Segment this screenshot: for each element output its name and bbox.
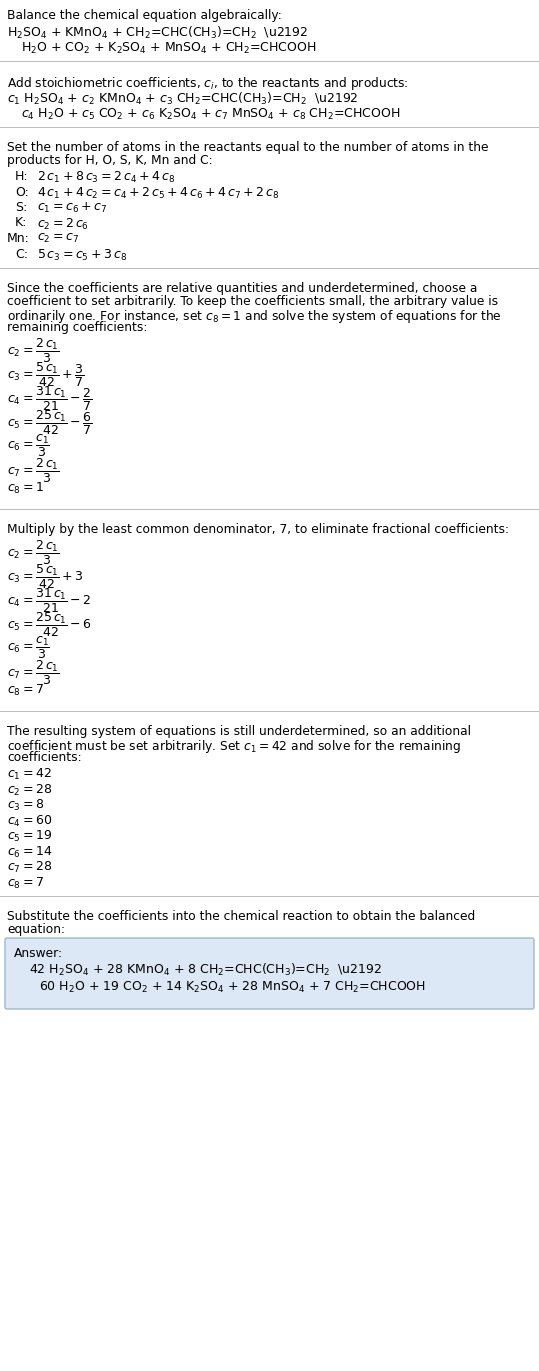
Text: Mn:: Mn: [7, 232, 30, 245]
Text: $c_2 = 2\,c_6$: $c_2 = 2\,c_6$ [37, 217, 89, 232]
Text: $c_6 = \dfrac{c_1}{3}$: $c_6 = \dfrac{c_1}{3}$ [7, 635, 50, 661]
Text: H$_2$O + CO$_2$ + K$_2$SO$_4$ + MnSO$_4$ + CH$_2$=CHCOOH: H$_2$O + CO$_2$ + K$_2$SO$_4$ + MnSO$_4$… [21, 41, 316, 56]
Text: H:: H: [15, 170, 29, 182]
Text: The resulting system of equations is still underdetermined, so an additional: The resulting system of equations is sti… [7, 725, 471, 738]
Text: C:: C: [15, 248, 28, 260]
Text: coefficient must be set arbitrarily. Set $c_1 = 42$ and solve for the remaining: coefficient must be set arbitrarily. Set… [7, 738, 461, 755]
Text: O:: O: [15, 185, 29, 199]
Text: $c_4 = 60$: $c_4 = 60$ [7, 813, 52, 828]
Text: Add stoichiometric coefficients, $c_i$, to the reactants and products:: Add stoichiometric coefficients, $c_i$, … [7, 75, 409, 92]
Text: Set the number of atoms in the reactants equal to the number of atoms in the: Set the number of atoms in the reactants… [7, 141, 488, 154]
Text: $c_5 = \dfrac{25\,c_1}{42} - 6$: $c_5 = \dfrac{25\,c_1}{42} - 6$ [7, 611, 92, 639]
Text: $c_3 = \dfrac{5\,c_1}{42} + 3$: $c_3 = \dfrac{5\,c_1}{42} + 3$ [7, 563, 84, 591]
Text: $c_2 = c_7$: $c_2 = c_7$ [37, 232, 79, 245]
Text: $4\,c_1 + 4\,c_2 = c_4 + 2\,c_5 + 4\,c_6 + 4\,c_7 + 2\,c_8$: $4\,c_1 + 4\,c_2 = c_4 + 2\,c_5 + 4\,c_6… [37, 185, 280, 200]
Text: Multiply by the least common denominator, 7, to eliminate fractional coefficient: Multiply by the least common denominator… [7, 522, 509, 536]
Text: K:: K: [15, 217, 27, 229]
Text: products for H, O, S, K, Mn and C:: products for H, O, S, K, Mn and C: [7, 154, 212, 167]
Text: $c_2 = 28$: $c_2 = 28$ [7, 783, 52, 798]
Text: $2\,c_1 + 8\,c_3 = 2\,c_4 + 4\,c_8$: $2\,c_1 + 8\,c_3 = 2\,c_4 + 4\,c_8$ [37, 170, 175, 185]
Text: $c_1 = c_6 + c_7$: $c_1 = c_6 + c_7$ [37, 202, 107, 215]
Text: $c_4 = \dfrac{31\,c_1}{21} - 2$: $c_4 = \dfrac{31\,c_1}{21} - 2$ [7, 587, 92, 616]
Text: $c_7 = 28$: $c_7 = 28$ [7, 860, 52, 875]
FancyBboxPatch shape [5, 938, 534, 1009]
Text: $c_6 = \dfrac{c_1}{3}$: $c_6 = \dfrac{c_1}{3}$ [7, 433, 50, 459]
Text: coefficients:: coefficients: [7, 751, 81, 764]
Text: $c_8 = 7$: $c_8 = 7$ [7, 876, 44, 891]
Text: $c_7 = \dfrac{2\,c_1}{3}$: $c_7 = \dfrac{2\,c_1}{3}$ [7, 457, 60, 485]
Text: $c_3 = 8$: $c_3 = 8$ [7, 798, 44, 813]
Text: $c_1 = 42$: $c_1 = 42$ [7, 766, 52, 781]
Text: $c_7 = \dfrac{2\,c_1}{3}$: $c_7 = \dfrac{2\,c_1}{3}$ [7, 659, 60, 687]
Text: Substitute the coefficients into the chemical reaction to obtain the balanced: Substitute the coefficients into the che… [7, 910, 475, 923]
Text: $c_2 = \dfrac{2\,c_1}{3}$: $c_2 = \dfrac{2\,c_1}{3}$ [7, 539, 60, 568]
Text: H$_2$SO$_4$ + KMnO$_4$ + CH$_2$=CHC(CH$_3$)=CH$_2$  \u2192: H$_2$SO$_4$ + KMnO$_4$ + CH$_2$=CHC(CH$_… [7, 25, 308, 41]
Text: $c_5 = \dfrac{25\,c_1}{42} - \dfrac{6}{7}$: $c_5 = \dfrac{25\,c_1}{42} - \dfrac{6}{7… [7, 409, 93, 437]
Text: $5\,c_3 = c_5 + 3\,c_8$: $5\,c_3 = c_5 + 3\,c_8$ [37, 248, 127, 263]
Text: S:: S: [15, 202, 27, 214]
Text: remaining coefficients:: remaining coefficients: [7, 321, 147, 335]
Text: $c_8 = 7$: $c_8 = 7$ [7, 683, 44, 698]
Text: $c_2 = \dfrac{2\,c_1}{3}$: $c_2 = \dfrac{2\,c_1}{3}$ [7, 337, 60, 365]
Text: $c_1$ H$_2$SO$_4$ + $c_2$ KMnO$_4$ + $c_3$ CH$_2$=CHC(CH$_3$)=CH$_2$  \u2192: $c_1$ H$_2$SO$_4$ + $c_2$ KMnO$_4$ + $c_… [7, 90, 358, 107]
Text: $c_6 = 14$: $c_6 = 14$ [7, 845, 52, 860]
Text: Since the coefficients are relative quantities and underdetermined, choose a: Since the coefficients are relative quan… [7, 282, 478, 295]
Text: equation:: equation: [7, 923, 65, 936]
Text: Balance the chemical equation algebraically:: Balance the chemical equation algebraica… [7, 10, 282, 22]
Text: $c_5 = 19$: $c_5 = 19$ [7, 829, 52, 845]
Text: coefficient to set arbitrarily. To keep the coefficients small, the arbitrary va: coefficient to set arbitrarily. To keep … [7, 295, 498, 308]
Text: ordinarily one. For instance, set $c_8 = 1$ and solve the system of equations fo: ordinarily one. For instance, set $c_8 =… [7, 308, 502, 325]
Text: Answer:: Answer: [14, 947, 63, 960]
Text: $c_3 = \dfrac{5\,c_1}{42} + \dfrac{3}{7}$: $c_3 = \dfrac{5\,c_1}{42} + \dfrac{3}{7}… [7, 361, 85, 389]
Text: 60 H$_2$O + 19 CO$_2$ + 14 K$_2$SO$_4$ + 28 MnSO$_4$ + 7 CH$_2$=CHCOOH: 60 H$_2$O + 19 CO$_2$ + 14 K$_2$SO$_4$ +… [39, 979, 426, 994]
Text: $c_8 = 1$: $c_8 = 1$ [7, 481, 44, 496]
Text: 42 H$_2$SO$_4$ + 28 KMnO$_4$ + 8 CH$_2$=CHC(CH$_3$)=CH$_2$  \u2192: 42 H$_2$SO$_4$ + 28 KMnO$_4$ + 8 CH$_2$=… [29, 962, 382, 978]
Text: $c_4 = \dfrac{31\,c_1}{21} - \dfrac{2}{7}$: $c_4 = \dfrac{31\,c_1}{21} - \dfrac{2}{7… [7, 385, 93, 413]
Text: $c_4$ H$_2$O + $c_5$ CO$_2$ + $c_6$ K$_2$SO$_4$ + $c_7$ MnSO$_4$ + $c_8$ CH$_2$=: $c_4$ H$_2$O + $c_5$ CO$_2$ + $c_6$ K$_2… [21, 107, 400, 122]
